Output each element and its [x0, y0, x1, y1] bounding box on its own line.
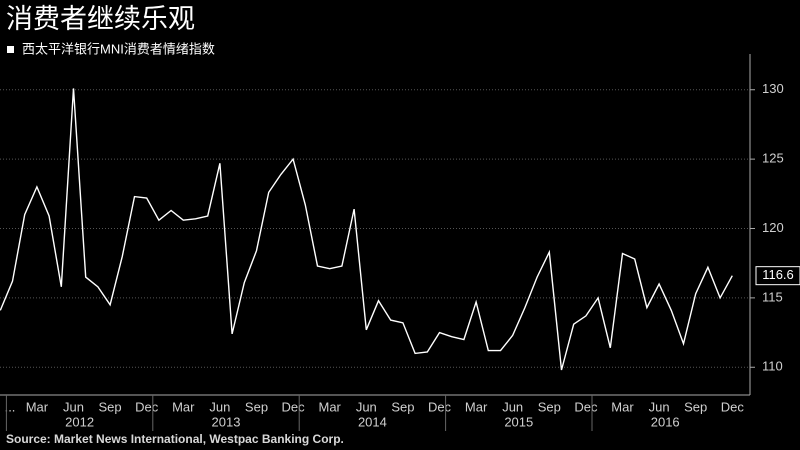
y-tick-label: 115	[762, 289, 783, 304]
x-tick-label: Mar	[465, 399, 488, 414]
x-tick-label: Dec	[721, 399, 745, 414]
legend-swatch	[7, 46, 14, 53]
last-value-box	[755, 266, 800, 286]
x-tick-label: Sep	[684, 399, 707, 414]
x-tick-label: Mar	[26, 399, 49, 414]
source-note: Source: Market News International, Westp…	[6, 432, 344, 446]
year-label: 2012	[65, 414, 94, 429]
year-label: 2016	[651, 414, 680, 429]
x-tick-label: Dec	[428, 399, 452, 414]
legend-label: 西太平洋银行MNI消费者情绪指数	[22, 41, 215, 56]
y-tick-label: 110	[762, 359, 783, 374]
x-tick-label: ...	[5, 399, 16, 414]
x-tick-label: Jun	[63, 399, 84, 414]
x-tick-label: Mar	[172, 399, 195, 414]
year-label: 2014	[358, 414, 387, 429]
x-tick-label: Mar	[319, 399, 342, 414]
x-tick-label: Sep	[391, 399, 414, 414]
chart-title: 消费者继续乐观	[6, 4, 195, 34]
year-label: 2013	[212, 414, 241, 429]
x-tick-label: Sep	[245, 399, 268, 414]
year-label: 2015	[504, 414, 533, 429]
y-tick-label: 120	[762, 220, 784, 235]
x-tick-label: Sep	[538, 399, 561, 414]
x-tick-label: Dec	[135, 399, 159, 414]
y-tick-label: 125	[762, 151, 784, 166]
x-tick-label: Jun	[209, 399, 230, 414]
x-tick-label: Mar	[611, 399, 634, 414]
x-tick-label: Jun	[649, 399, 670, 414]
last-value-label: 116.6	[762, 267, 794, 282]
series-line	[0, 88, 733, 371]
y-tick-label: 130	[762, 81, 784, 96]
x-tick-label: Jun	[356, 399, 377, 414]
x-tick-label: Jun	[502, 399, 523, 414]
x-tick-label: Dec	[282, 399, 306, 414]
x-tick-label: Dec	[574, 399, 598, 414]
x-tick-label: Sep	[99, 399, 122, 414]
